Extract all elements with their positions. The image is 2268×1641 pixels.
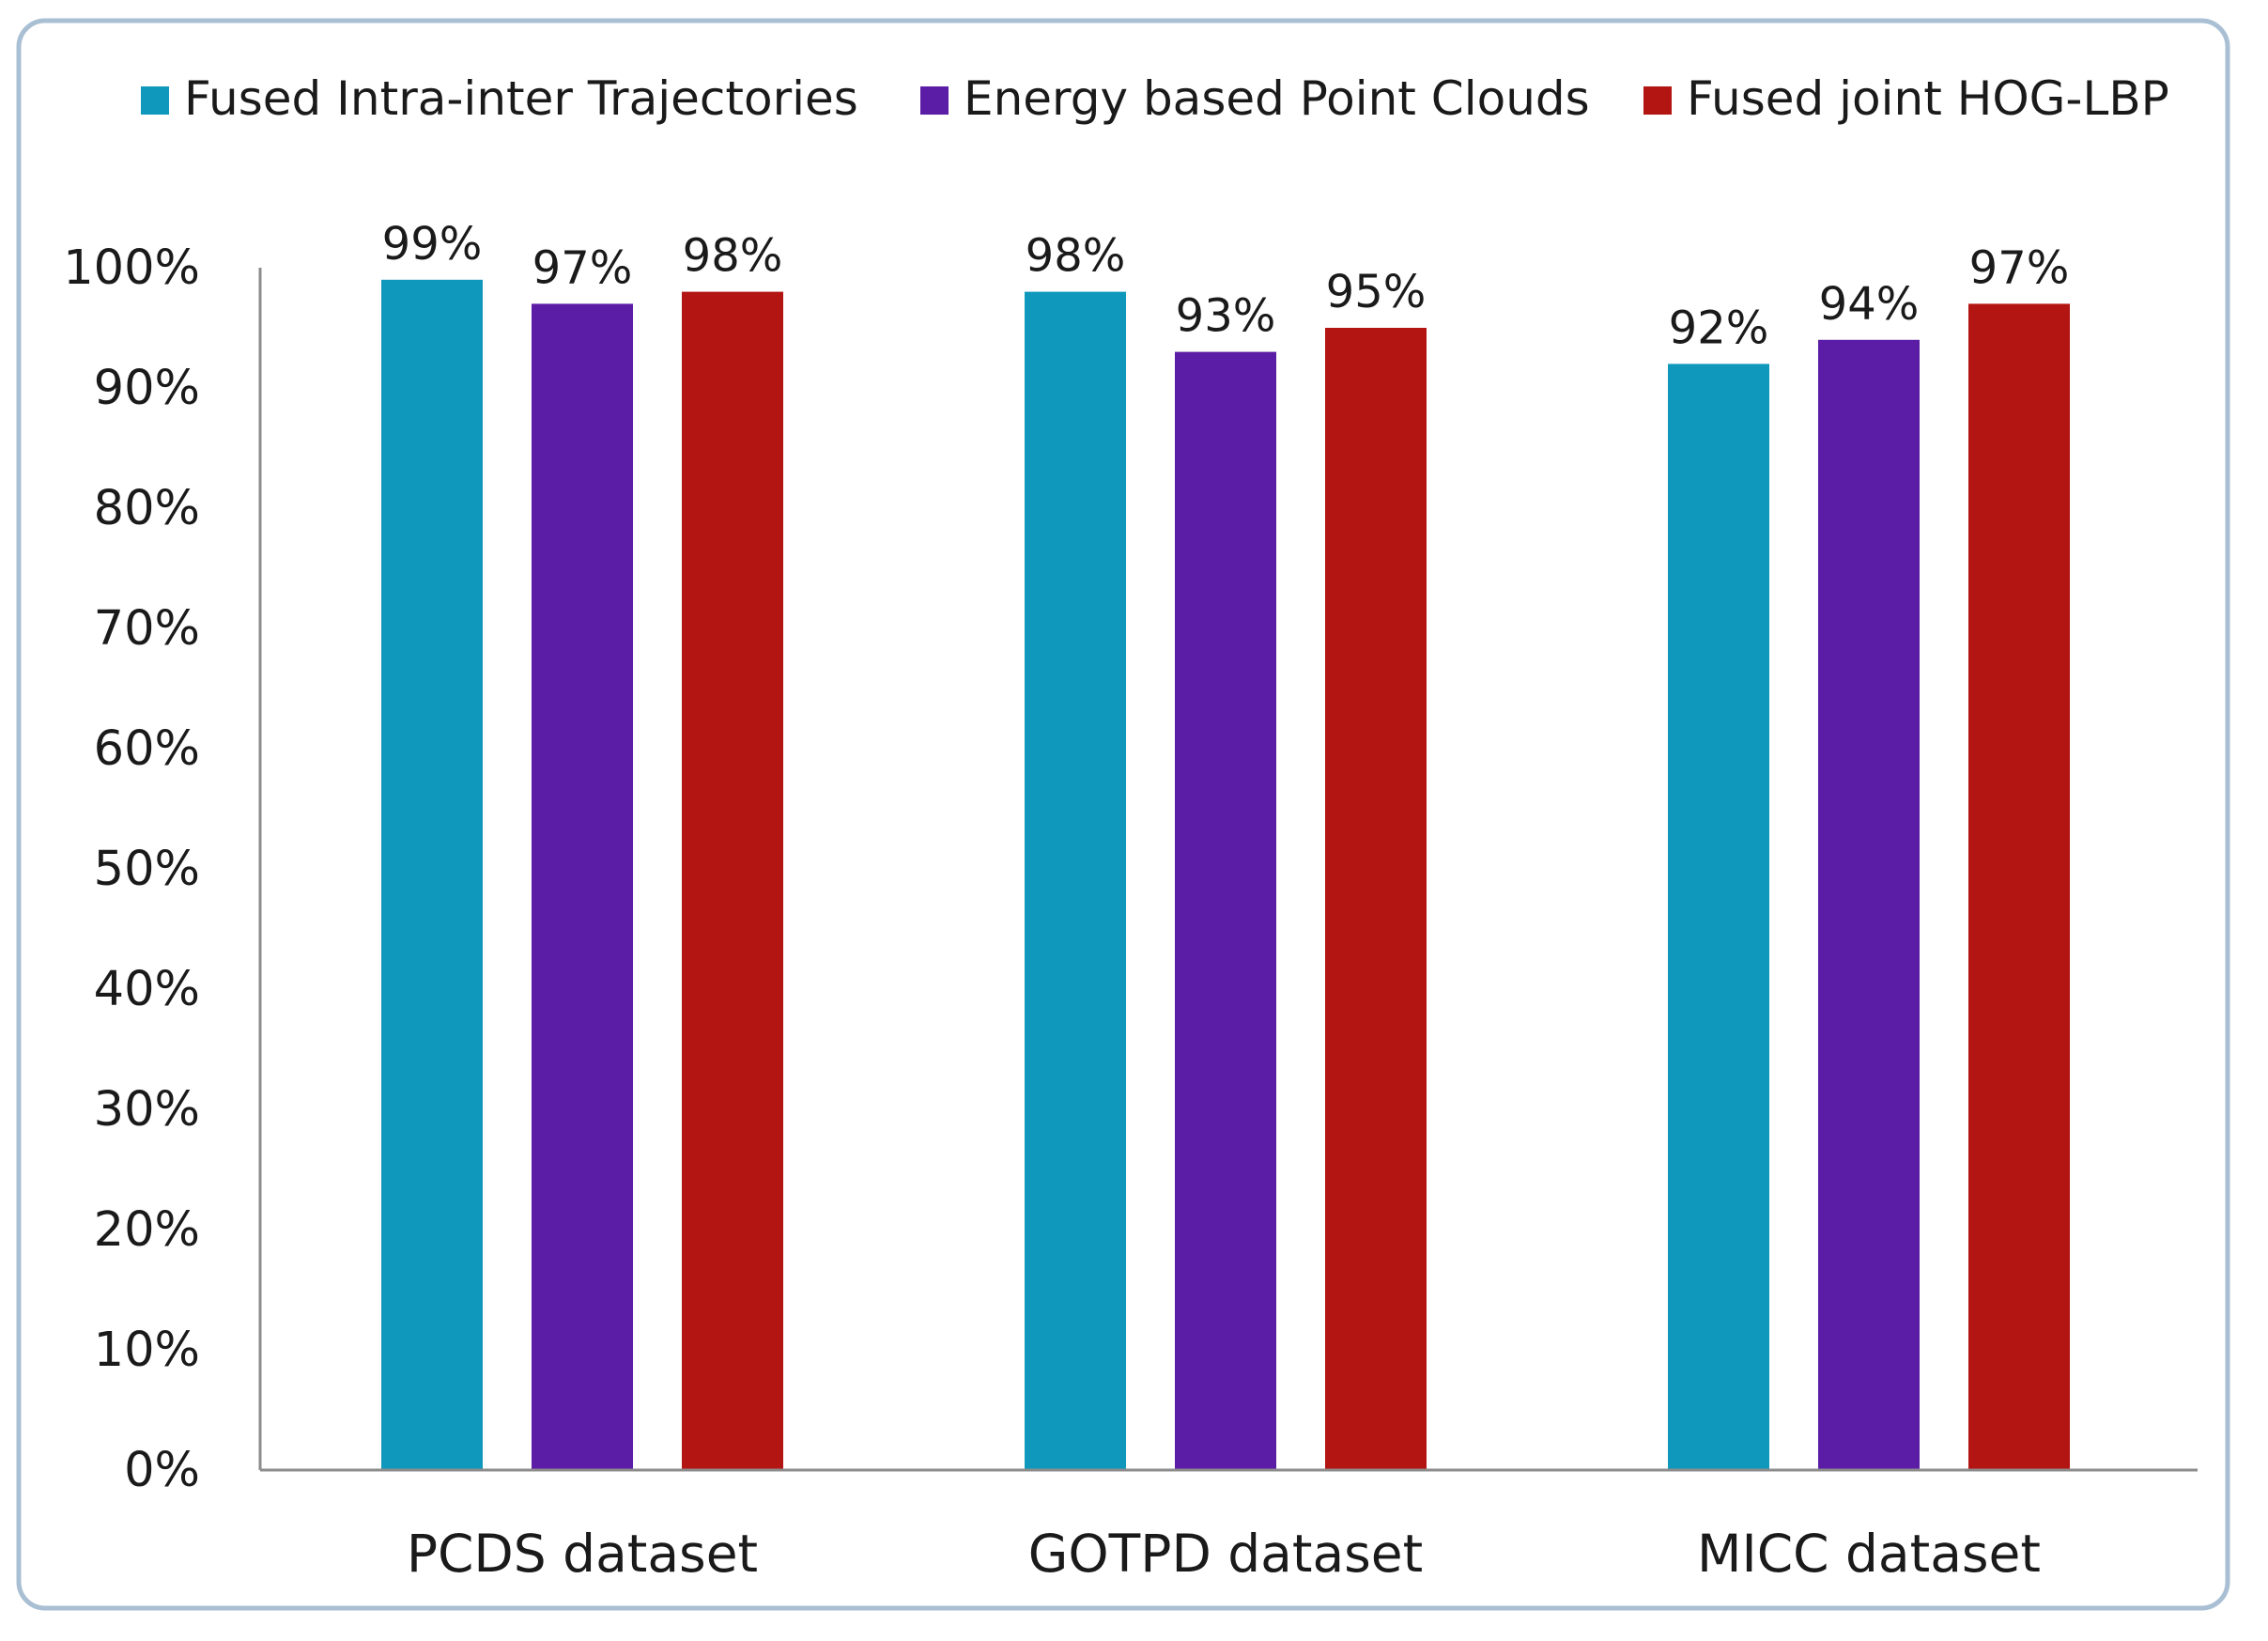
y-tick-label: 30%	[94, 1082, 200, 1138]
x-tick-label: PCDS dataset	[407, 1524, 758, 1584]
y-tick-label: 50%	[94, 842, 200, 897]
data-label: 94%	[1819, 278, 1920, 331]
legend-label: Energy based Point Clouds	[964, 71, 1590, 126]
y-tick-label: 90%	[94, 361, 200, 416]
y-tick-label: 60%	[94, 721, 200, 777]
data-label: 98%	[683, 230, 783, 283]
bar	[1325, 328, 1427, 1470]
legend-item: Energy based Point Clouds	[920, 71, 1590, 126]
y-tick-label: 40%	[94, 962, 200, 1017]
bar	[1025, 291, 1126, 1471]
y-tick-label: 100%	[63, 240, 200, 296]
y-axis-tick-labels: 0% 10% 20% 30% 40% 50% 60% 70% 80% 90% 100%	[63, 240, 200, 1498]
bar	[682, 291, 783, 1471]
legend-swatch	[141, 86, 169, 115]
y-tick-label: 70%	[94, 601, 200, 657]
x-tick-label: GOTPD dataset	[1028, 1524, 1423, 1584]
data-label: 92%	[1669, 302, 1769, 354]
y-tick-label: 0%	[124, 1443, 200, 1498]
y-tick-label: 10%	[94, 1323, 200, 1378]
bar	[1968, 303, 2070, 1470]
y-tick-label: 20%	[94, 1202, 200, 1258]
bar	[1818, 339, 1920, 1470]
data-label: 97%	[532, 241, 633, 294]
legend-item: Fused joint HOG-LBP	[1643, 71, 2169, 126]
data-label: 99%	[382, 218, 483, 271]
data-label: 93%	[1176, 290, 1276, 343]
legend: Fused Intra-inter Trajectories Energy bas…	[141, 71, 2169, 126]
legend-label: Fused Intra-inter Trajectories	[184, 71, 858, 126]
x-axis-category-labels: PCDS dataset GOTPD dataset MICC dataset	[407, 1524, 2041, 1584]
bars	[381, 279, 2070, 1471]
x-tick-label: MICC dataset	[1697, 1524, 2041, 1584]
data-label: 98%	[1026, 230, 1126, 283]
legend-item: Fused Intra-inter Trajectories	[141, 71, 858, 126]
bar	[532, 303, 633, 1470]
legend-swatch	[1643, 86, 1672, 115]
legend-swatch	[920, 86, 949, 115]
data-label: 97%	[1969, 241, 2070, 294]
legend-label: Fused joint HOG-LBP	[1687, 71, 2169, 126]
bar	[381, 279, 483, 1470]
data-labels: 99% 98% 92% 97% 93% 94% 98% 95% 97%	[382, 218, 2070, 355]
data-label: 95%	[1326, 266, 1427, 318]
y-tick-label: 80%	[94, 481, 200, 536]
bar	[1175, 351, 1276, 1471]
bar	[1668, 364, 1769, 1470]
